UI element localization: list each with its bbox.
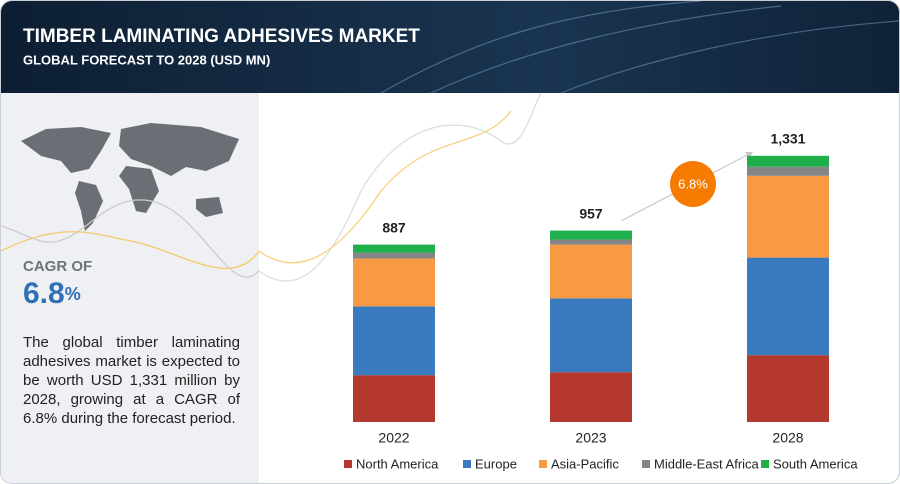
x-tick-label: 2022 [378,430,409,446]
cagr-number: 6.8 [23,277,65,310]
bar-segment [747,257,829,356]
bar-segment [353,244,435,253]
header-bg [1,1,899,93]
legend-label: Europe [475,456,517,471]
bar-segment [550,230,632,240]
title: TIMBER LAMINATING ADHESIVES MARKET [23,26,420,47]
legend-swatch [642,460,650,468]
x-tick-label: 2023 [575,430,606,446]
legend-label: North America [356,456,439,471]
legend-swatch [344,460,352,468]
subtitle: GLOBAL FORECAST TO 2028 (USD MN) [23,52,270,67]
bar-segment [353,258,435,307]
bar-segment [353,252,435,259]
legend-swatch [761,460,769,468]
bar-segment [353,375,435,422]
cagr-label: CAGR OF [23,258,92,275]
bar-segment [747,155,829,167]
legend-label: Asia-Pacific [551,456,619,471]
bar-segment [747,166,829,176]
bar-segment [550,372,632,422]
bar-segment [353,306,435,376]
description: The global timber laminating adhesives m… [23,334,240,427]
legend-label: Middle-East Africa [654,456,760,471]
x-tick-label: 2028 [772,430,803,446]
header-decoration [380,1,899,94]
legend-swatch [539,460,547,468]
bar-segment [550,298,632,373]
bar-segment [550,244,632,299]
cagr-unit: % [65,284,81,304]
cagr-bubble-label: 6.8% [678,176,708,191]
bar-segment [747,355,829,422]
bar-segment [550,239,632,245]
arrow-head [745,152,753,159]
total-label: 1,331 [770,131,805,147]
cagr-bubble [670,161,716,207]
cagr-value: 6.8% [23,277,81,310]
decoration [258,92,542,282]
decoration [258,110,512,264]
legend-swatch [463,460,471,468]
total-label: 957 [579,205,603,221]
legend-label: South America [773,456,858,471]
bar-segment [747,175,829,258]
total-label: 887 [382,219,406,235]
decoration [1,231,260,270]
decoration [1,199,260,278]
